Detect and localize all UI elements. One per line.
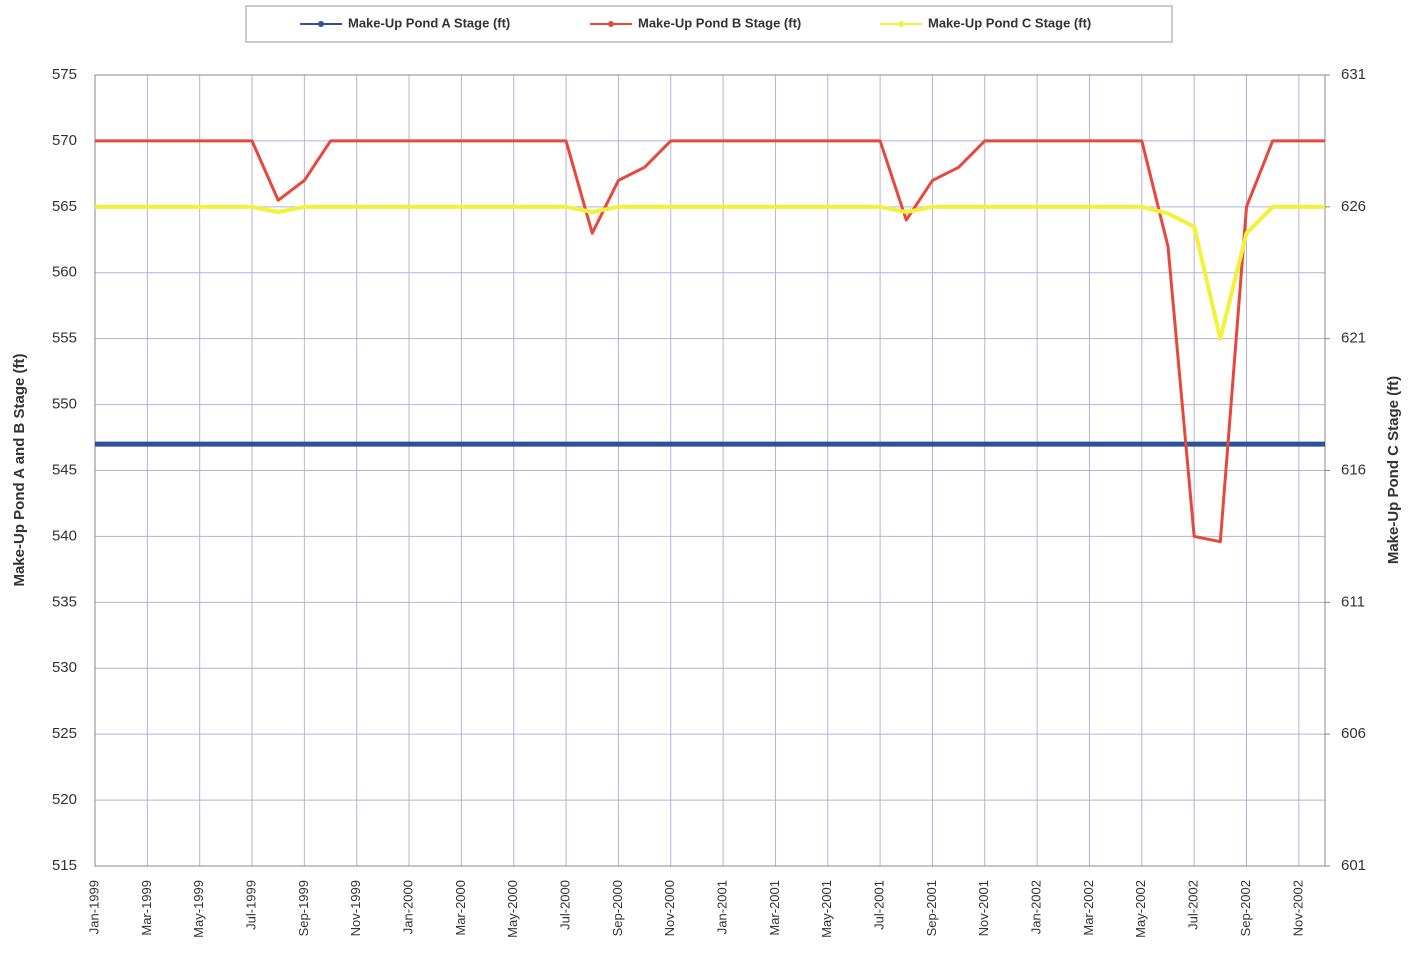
x-tick-label: Sep-2001 (924, 880, 939, 936)
y2-tick-label: 626 (1341, 198, 1366, 215)
x-tick-label: Jan-2000 (400, 880, 415, 934)
x-tick-label: May-2000 (505, 880, 520, 938)
x-tick-label: Jul-2002 (1186, 880, 1201, 930)
x-tick-label: Sep-2000 (610, 880, 625, 936)
legend-marker (898, 21, 904, 27)
x-tick-label: Mar-1999 (139, 880, 154, 936)
x-tick-label: Jul-1999 (243, 880, 258, 930)
y-tick-label: 535 (52, 593, 77, 610)
y-tick-label: 545 (52, 461, 77, 478)
y2-axis-title: Make-Up Pond C Stage (ft) (1385, 376, 1402, 564)
x-tick-label: May-1999 (191, 880, 206, 938)
plot-border (94, 74, 1326, 867)
y-axis-title: Make-Up Pond A and B Stage (ft) (11, 353, 28, 586)
legend-label: Make-Up Pond B Stage (ft) (638, 15, 801, 30)
x-tick-label: Jan-1999 (86, 880, 101, 934)
series-line (95, 204, 1325, 341)
y-tick-label: 560 (52, 264, 77, 281)
y2-tick-label: 621 (1341, 330, 1366, 347)
legend-box (245, 5, 1173, 43)
series-line (95, 139, 1325, 544)
y-tick-label: 555 (52, 330, 77, 347)
x-tick-label: Jul-2000 (558, 880, 573, 930)
y-tick-label: 570 (52, 132, 77, 149)
y2-tick-label: 601 (1341, 857, 1366, 874)
legend-marker (608, 21, 614, 27)
legend-label: Make-Up Pond A Stage (ft) (348, 15, 510, 30)
x-tick-label: Sep-1999 (296, 880, 311, 936)
x-tick-label: Nov-2001 (976, 880, 991, 936)
x-tick-label: Nov-2000 (662, 880, 677, 936)
y-tick-label: 520 (52, 791, 77, 808)
x-tick-label: Jan-2001 (715, 880, 730, 934)
y-tick-label: 565 (52, 198, 77, 215)
x-tick-label: Jan-2002 (1029, 880, 1044, 934)
y2-tick-label: 631 (1341, 66, 1366, 83)
y-tick-label: 530 (52, 659, 77, 676)
y2-tick-label: 611 (1341, 593, 1365, 610)
y-tick-label: 575 (52, 66, 77, 83)
x-tick-label: Mar-2000 (453, 880, 468, 936)
y2-tick-label: 606 (1341, 725, 1366, 742)
x-tick-label: Nov-2002 (1290, 880, 1305, 936)
legend-label: Make-Up Pond C Stage (ft) (928, 15, 1091, 30)
y-tick-label: 525 (52, 725, 77, 742)
x-tick-label: Mar-2001 (767, 880, 782, 936)
x-tick-label: Mar-2002 (1081, 880, 1096, 936)
x-tick-label: Nov-1999 (348, 880, 363, 936)
legend-marker (318, 21, 324, 27)
y2-tick-label: 616 (1341, 461, 1366, 478)
y-tick-label: 540 (52, 527, 77, 544)
x-tick-label: May-2002 (1133, 880, 1148, 938)
y-tick-label: 515 (52, 857, 77, 874)
x-tick-label: Sep-2002 (1238, 880, 1253, 936)
x-tick-label: May-2001 (819, 880, 834, 938)
x-tick-label: Jul-2001 (872, 880, 887, 930)
y-tick-label: 550 (52, 396, 77, 413)
